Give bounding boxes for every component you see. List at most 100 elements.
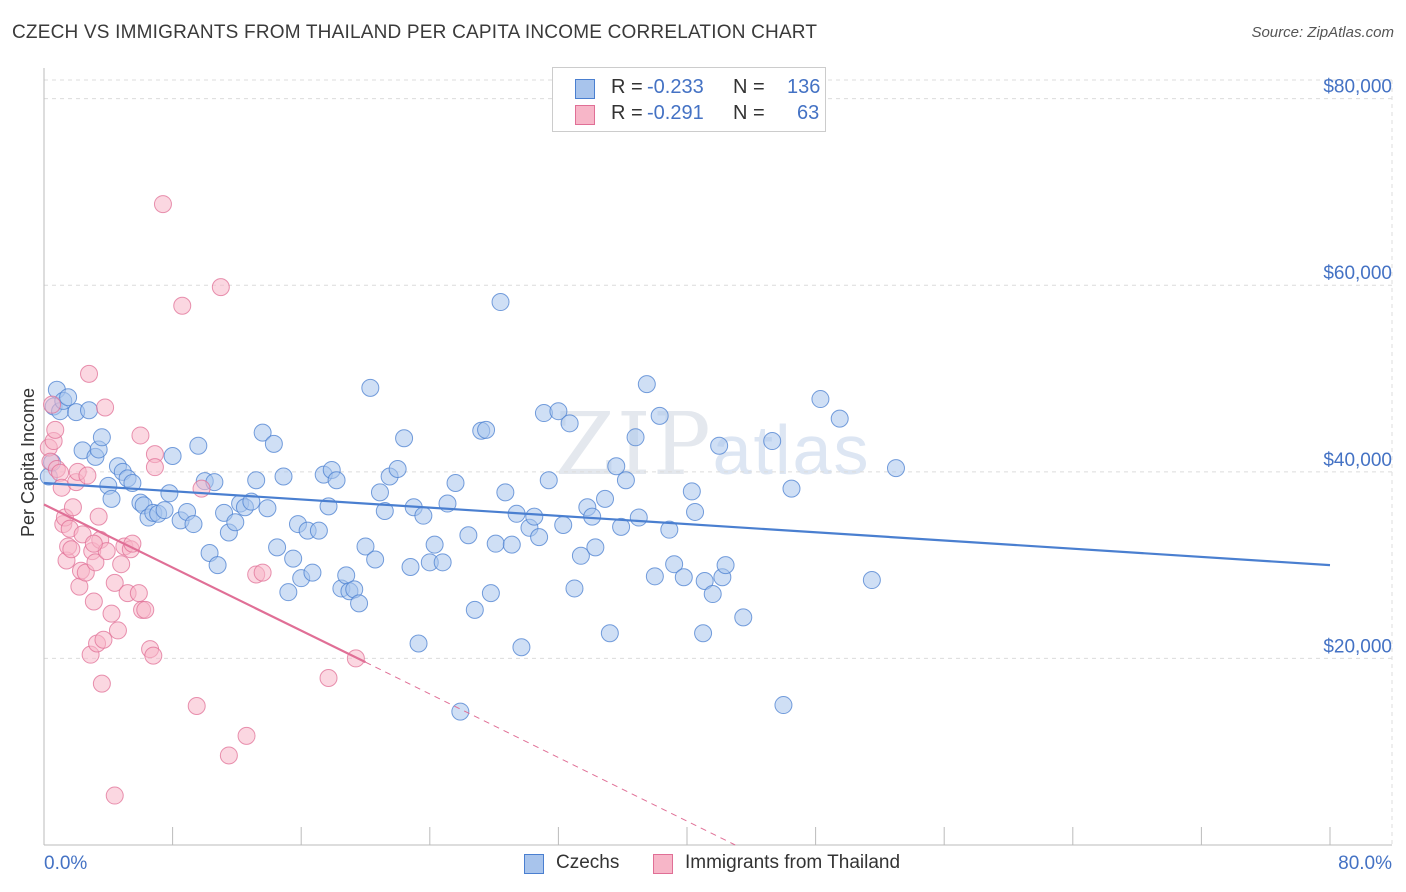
czechs-point — [459, 526, 478, 545]
czechs-point — [512, 638, 531, 657]
czechs-point — [123, 474, 142, 493]
czechs-point — [716, 556, 735, 575]
czechs-point — [862, 571, 881, 590]
legend-swatch-czechs — [575, 79, 595, 99]
czechs-point — [395, 429, 414, 448]
legend-r-value: -0.233 — [647, 76, 704, 98]
czechs-point — [626, 428, 645, 447]
thailand-point — [112, 555, 131, 574]
czechs-point — [486, 534, 505, 553]
thailand-point — [319, 669, 338, 688]
x-tick-label: 0.0% — [44, 853, 87, 874]
thailand-point — [105, 786, 124, 805]
czechs-point — [356, 537, 375, 556]
thailand-trend-line-extension — [365, 661, 736, 846]
thailand-trend-line — [43, 503, 366, 664]
y-tick-label: $40,000 — [1323, 450, 1392, 471]
thailand-point — [173, 296, 192, 315]
y-axis-title: Per Capita Income — [18, 388, 38, 537]
czechs-point — [600, 624, 619, 643]
czechs-point — [247, 471, 266, 490]
legend-r-label: R = — [611, 76, 643, 98]
czechs-point — [375, 502, 394, 521]
legend-swatch-thailand — [575, 105, 595, 125]
thailand-point — [84, 534, 103, 553]
czechs-point — [465, 600, 484, 619]
czechs-point — [59, 388, 78, 407]
czechs-point — [208, 556, 227, 575]
czechs-point — [686, 502, 705, 521]
thailand-point — [219, 746, 238, 765]
czechs-point — [560, 414, 579, 433]
czechs-point — [530, 528, 549, 547]
chart-title: CZECH VS IMMIGRANTS FROM THAILAND PER CA… — [12, 22, 818, 43]
thailand-point — [84, 592, 103, 611]
thailand-point — [94, 630, 113, 649]
thailand-point — [86, 553, 105, 572]
thailand-point — [96, 398, 115, 417]
thailand-point — [153, 195, 172, 214]
czechs-point — [674, 568, 693, 587]
czechs-point — [549, 402, 568, 421]
czechs-point — [502, 535, 521, 554]
czechs-point — [226, 513, 245, 532]
bottom-legend-swatch-czechs — [524, 854, 544, 874]
czechs-point — [774, 696, 793, 715]
thailand-point — [108, 621, 127, 640]
czechs-point — [253, 423, 272, 442]
czechs-point — [763, 432, 782, 451]
czechs-point — [607, 457, 626, 476]
thailand-point — [237, 726, 256, 745]
czechs-point — [366, 550, 385, 569]
czechs-point — [496, 483, 515, 502]
czechs-point — [695, 571, 714, 590]
legend-n-label: N = — [733, 76, 765, 98]
czechs-point — [811, 390, 830, 409]
czechs-point — [279, 583, 298, 602]
thailand-point — [62, 540, 81, 559]
czechs-point — [414, 506, 433, 525]
czechs-point — [586, 538, 605, 557]
czechs-point — [629, 508, 648, 527]
thailand-point — [211, 278, 230, 297]
czechs-point — [303, 563, 322, 582]
legend-r-value: -0.291 — [647, 102, 704, 124]
czechs-point — [525, 507, 544, 526]
czechs-point — [264, 434, 283, 453]
czechs-point — [92, 428, 111, 447]
czechs-point — [102, 489, 121, 508]
czechs-point — [565, 579, 584, 598]
czechs-point — [401, 557, 420, 576]
thailand-point — [92, 674, 111, 693]
bottom-legend-label-czechs: Czechs — [556, 852, 620, 873]
czechs-point — [268, 538, 287, 557]
czechs-point — [703, 585, 722, 604]
czechs-point — [637, 375, 656, 394]
czechs-point — [409, 634, 428, 653]
legend-n-label: N = — [733, 102, 765, 124]
thailand-point — [63, 498, 82, 517]
czechs-point — [160, 484, 179, 503]
czechs-point — [481, 584, 500, 603]
thailand-point — [43, 395, 62, 414]
czechs-point — [682, 482, 701, 501]
thailand-point — [253, 563, 272, 582]
czechs-point — [665, 555, 684, 574]
czechs-point — [539, 471, 558, 490]
czechs-point — [660, 520, 679, 539]
czechs-point — [710, 436, 729, 455]
czechs-point — [350, 594, 369, 613]
czechs-point — [80, 401, 99, 420]
y-tick-label: $60,000 — [1323, 263, 1392, 284]
czechs-point — [155, 501, 174, 520]
czechs-point — [309, 521, 328, 540]
thailand-point — [51, 463, 70, 482]
thailand-point — [46, 420, 65, 439]
czechs-point — [189, 436, 208, 455]
czechs-point — [446, 474, 465, 493]
czechs-point — [645, 567, 664, 586]
czechs-point — [477, 420, 496, 439]
legend-r-label: R = — [611, 102, 643, 124]
czechs-point — [886, 459, 905, 478]
